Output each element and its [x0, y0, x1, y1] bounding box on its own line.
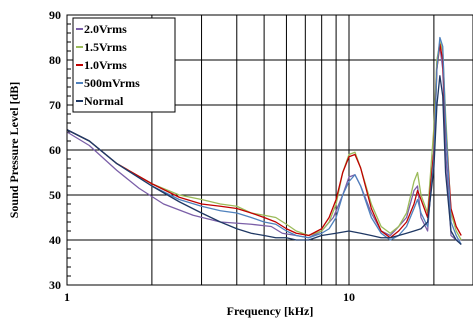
- y-tick-labels: 30 40 50 60 70 80 90: [49, 8, 61, 292]
- y-tick-label: 90: [49, 8, 61, 22]
- x-tick-label: 1: [64, 290, 70, 304]
- legend-box: [72, 17, 176, 113]
- legend-entry-label: 500mVrms: [84, 76, 140, 90]
- x-tick-label: 10: [343, 290, 355, 304]
- x-axis-label: Frequency [kHz]: [227, 304, 314, 318]
- y-tick-label: 70: [49, 98, 61, 112]
- legend-entry-label: 2.0Vrms: [84, 22, 127, 36]
- series-group: [66, 36, 462, 245]
- y-tick-label: 40: [49, 233, 61, 247]
- y-axis-label: Sound Pressure Level [dB]: [7, 82, 21, 219]
- y-tick-label: 30: [49, 278, 61, 292]
- legend-entry-label: 1.5Vrms: [84, 40, 127, 54]
- legend: 2.0Vrms 1.5Vrms 1.0Vrms 500mVrms Normal: [72, 17, 176, 113]
- y-tick-label: 80: [49, 53, 61, 67]
- y-tick-label: 50: [49, 188, 61, 202]
- y-tick-label: 60: [49, 143, 61, 157]
- x-tick-labels: 1 10: [64, 290, 355, 304]
- series-line-normal: [66, 75, 462, 245]
- legend-entry-label: Normal: [84, 94, 124, 108]
- plot-frame: [66, 14, 473, 286]
- legend-entry-label: 1.0Vrms: [84, 58, 127, 72]
- series-line-500mvrms: [66, 36, 462, 245]
